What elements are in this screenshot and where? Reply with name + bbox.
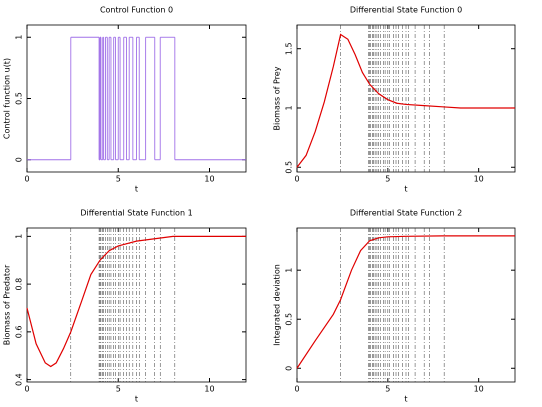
x-axis-label: t xyxy=(135,185,138,194)
x-tick-label: 5 xyxy=(385,175,390,184)
x-tick-label: 0 xyxy=(294,175,299,184)
y-tick-label: 0.8 xyxy=(15,278,24,291)
y-tick-label: 0 xyxy=(285,366,294,371)
chart-title: Control Function 0 xyxy=(100,6,173,15)
y-tick-label: 0.6 xyxy=(15,325,24,338)
x-tick-label: 5 xyxy=(385,385,390,394)
x-tick-label: 0 xyxy=(24,385,29,394)
y-tick-label: 1 xyxy=(15,35,24,40)
plot-frame xyxy=(296,227,516,383)
x-axis-label: t xyxy=(135,395,138,404)
y-axis-label: Biomass of Predator xyxy=(3,264,12,345)
chart-title: Differential State Function 0 xyxy=(350,6,462,15)
x-tick-label: 10 xyxy=(474,175,484,184)
chart-title: Differential State Function 1 xyxy=(80,209,192,218)
plot-frame xyxy=(26,227,247,383)
y-tick-label: 0.5 xyxy=(285,313,294,326)
state-line xyxy=(26,235,246,368)
y-tick-label: 1.5 xyxy=(285,42,294,55)
state-line xyxy=(296,235,515,369)
y-axis-label: Control function u(t) xyxy=(3,58,12,139)
y-tick-label: 0.5 xyxy=(15,92,24,105)
x-tick-label: 5 xyxy=(116,175,121,184)
y-tick-label: 1 xyxy=(285,105,294,110)
x-tick-label: 10 xyxy=(474,385,484,394)
y-tick-label: 1 xyxy=(15,234,24,239)
y-tick-label: 0 xyxy=(15,157,24,162)
x-tick-label: 0 xyxy=(24,175,29,184)
y-tick-label: 1 xyxy=(285,268,294,273)
x-tick-label: 10 xyxy=(204,175,214,184)
chart-title: Differential State Function 2 xyxy=(350,209,462,218)
x-tick-label: 10 xyxy=(204,385,214,394)
x-axis-label: t xyxy=(404,395,407,404)
y-tick-label: 0.4 xyxy=(15,373,24,386)
x-tick-label: 5 xyxy=(116,385,121,394)
y-axis-label: Biomass of Prey xyxy=(273,66,282,130)
y-axis-label: Integrated deviation xyxy=(273,264,282,346)
x-axis-label: t xyxy=(404,185,407,194)
x-tick-label: 0 xyxy=(294,385,299,394)
y-tick-label: 0.5 xyxy=(285,161,294,174)
state-line xyxy=(296,33,515,168)
